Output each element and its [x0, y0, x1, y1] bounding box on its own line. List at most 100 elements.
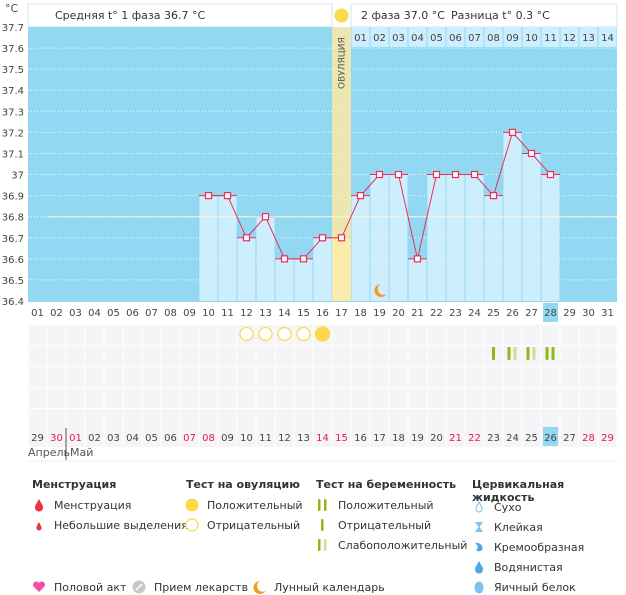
symptom-cell	[465, 388, 484, 408]
symptom-cell	[598, 325, 617, 345]
legend-ovulation-negative: Отрицательный	[185, 518, 300, 532]
pill-icon	[132, 580, 146, 594]
symptom-cell	[370, 388, 389, 408]
symptom-cell	[237, 346, 256, 366]
temperature-bar	[256, 216, 275, 301]
outline-drop-icon	[475, 500, 483, 513]
cycle-day-label: 23	[449, 308, 462, 319]
cycle-day-label: 03	[69, 308, 82, 319]
legend-spotting: Небольшие выделения	[32, 518, 188, 532]
legend-menstruation-title: Менструация	[32, 478, 117, 491]
cycle-day-label: 07	[145, 308, 158, 319]
symptom-cell	[218, 409, 237, 429]
symptom-cell	[560, 388, 579, 408]
symptom-cell	[47, 325, 66, 345]
cycle-day-label: 05	[107, 308, 120, 319]
calendar-date-label: 23	[487, 433, 500, 444]
cycle-day-label: 28	[544, 308, 557, 319]
month-april: Апрель	[28, 446, 70, 459]
legend-pregnancy-positive: Положительный	[316, 498, 434, 512]
symptom-cell	[427, 409, 446, 429]
calendar-cell	[237, 428, 256, 447]
calendar-cell	[28, 428, 47, 447]
one-bar-icon	[321, 519, 324, 531]
symptom-cell	[256, 409, 275, 429]
symptom-cell	[351, 325, 370, 345]
symptom-cell	[541, 325, 560, 345]
calendar-date-label: 22	[468, 433, 481, 444]
calendar-cell	[560, 428, 579, 447]
today-highlight	[543, 427, 558, 446]
symptom-cell	[104, 409, 123, 429]
phase2-day-cell	[370, 27, 389, 47]
ovulation-test-negative-icon	[239, 326, 254, 342]
symptom-cell	[389, 346, 408, 366]
calendar-date-label: 24	[506, 433, 519, 444]
calendar-cell	[446, 428, 465, 447]
symptom-cell	[180, 367, 199, 387]
symptom-cell	[104, 325, 123, 345]
symptom-cell	[256, 346, 275, 366]
symptom-cell	[199, 409, 218, 429]
calendar-date-label: 19	[411, 433, 424, 444]
symptom-cell	[161, 409, 180, 429]
month-may: Май	[70, 446, 94, 459]
calendar-cell	[389, 428, 408, 447]
temperature-point	[451, 170, 460, 179]
temperature-point	[508, 128, 517, 136]
symptom-cell	[427, 325, 446, 345]
creamy-drop-icon	[475, 542, 483, 552]
calendar-date-label: 06	[164, 433, 177, 444]
symptom-cell	[484, 367, 503, 387]
calendar-cell	[161, 428, 180, 447]
symptom-cell	[408, 346, 427, 366]
symptom-cell	[47, 409, 66, 429]
pregnancy-test-weak-icon	[513, 347, 517, 360]
symptom-cell	[47, 346, 66, 366]
temperature-point	[432, 170, 441, 179]
legend-ovulation-positive: Положительный	[185, 498, 303, 512]
symptom-cell	[28, 346, 47, 366]
calendar-date-label: 12	[278, 433, 291, 444]
symptom-cell	[161, 367, 180, 387]
calendar-date-label: 29	[601, 433, 614, 444]
symptom-cell	[598, 388, 617, 408]
y-tick-label: 36.9	[2, 192, 24, 203]
empty-circle-icon	[185, 518, 199, 532]
symptom-cell	[28, 367, 47, 387]
ovulation-band	[332, 27, 351, 301]
symptom-cell	[446, 388, 465, 408]
temperature-point	[223, 192, 232, 200]
cycle-day-label: 16	[316, 308, 329, 319]
temperature-point	[394, 170, 403, 179]
cycle-day-label: 29	[563, 308, 576, 319]
phase2-day-label: 04	[411, 33, 424, 44]
symptom-cell	[465, 325, 484, 345]
y-tick-label: 36.4	[2, 297, 24, 308]
legend-cervical-watery: Водянистая	[472, 560, 563, 574]
calendar-date-label: 04	[126, 433, 139, 444]
symptom-cell	[199, 367, 218, 387]
symptom-cell	[313, 388, 332, 408]
symptom-cell	[123, 367, 142, 387]
symptom-cell	[408, 388, 427, 408]
calendar-date-label: 07	[183, 433, 196, 444]
cycle-day-label: 06	[126, 308, 139, 319]
symptom-cell	[389, 367, 408, 387]
symptom-cell	[560, 325, 579, 345]
symptom-cell	[66, 409, 85, 429]
legend-cervical-sticky: Клейкая	[472, 520, 543, 534]
symptom-cell	[503, 367, 522, 387]
symptom-cell	[294, 367, 313, 387]
legend-intercourse: Половой акт	[32, 580, 126, 594]
temperature-point	[470, 170, 479, 179]
phase2-day-cell	[503, 27, 522, 47]
symptom-cell	[218, 346, 237, 366]
symptom-cell	[351, 409, 370, 429]
temperature-point	[413, 255, 422, 263]
symptom-cell	[28, 409, 47, 429]
temperature-bar	[237, 237, 256, 301]
symptom-cell	[598, 346, 617, 366]
symptom-cell	[294, 388, 313, 408]
temperature-bar	[351, 195, 370, 301]
